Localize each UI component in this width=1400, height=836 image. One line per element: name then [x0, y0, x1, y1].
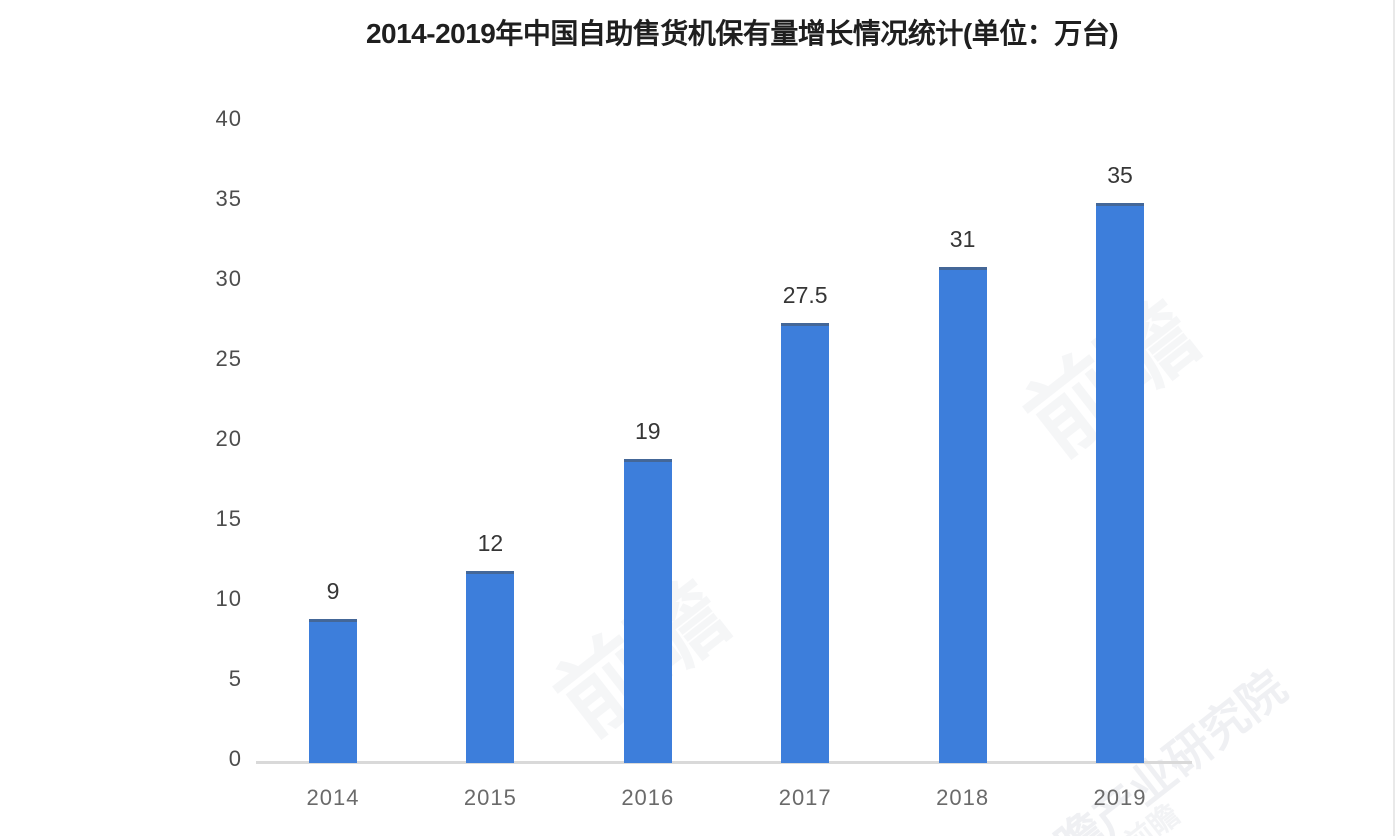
y-axis-tick-label: 20: [215, 426, 242, 451]
y-axis-tick-label: 35: [215, 186, 242, 211]
bar-value-label: 27.5: [782, 282, 828, 308]
image-right-border: [1393, 0, 1395, 836]
y-axis-tick-label: 40: [215, 106, 242, 131]
bar-2016: [623, 459, 672, 763]
x-axis-category-label: 2019: [1093, 785, 1147, 810]
bar-value-label: 12: [477, 530, 504, 556]
x-axis-category-label: 2016: [621, 785, 675, 810]
x-axis-line: [256, 761, 1192, 764]
x-axis-category-label: 2017: [778, 785, 832, 810]
bar-value-label: 19: [635, 418, 661, 444]
y-axis-tick-label: 25: [215, 346, 242, 371]
y-axis-tick-label: 10: [215, 586, 242, 611]
chart-title: 2014-2019年中国自助售货机保有量增长情况统计(单位：万台): [365, 18, 1119, 49]
bar-2018: [938, 267, 987, 763]
bar-value-label: 31: [949, 226, 976, 252]
y-axis-tick-label: 30: [215, 266, 242, 291]
y-axis-tick-label: 5: [228, 666, 242, 691]
bar-value-label: 9: [326, 578, 340, 604]
x-axis-category-label: 2014: [306, 785, 360, 810]
bar-2017: [781, 323, 830, 763]
bar-2019: [1096, 203, 1144, 763]
y-axis-tick-label: 15: [215, 506, 242, 531]
x-axis-category-label: 2018: [936, 785, 990, 810]
x-axis-category-label: 2015: [463, 785, 517, 810]
bar-2014: [309, 619, 357, 763]
bar-2015: [466, 571, 515, 763]
bar-value-label: 35: [1107, 162, 1133, 188]
y-axis-tick-label: 0: [228, 746, 242, 771]
